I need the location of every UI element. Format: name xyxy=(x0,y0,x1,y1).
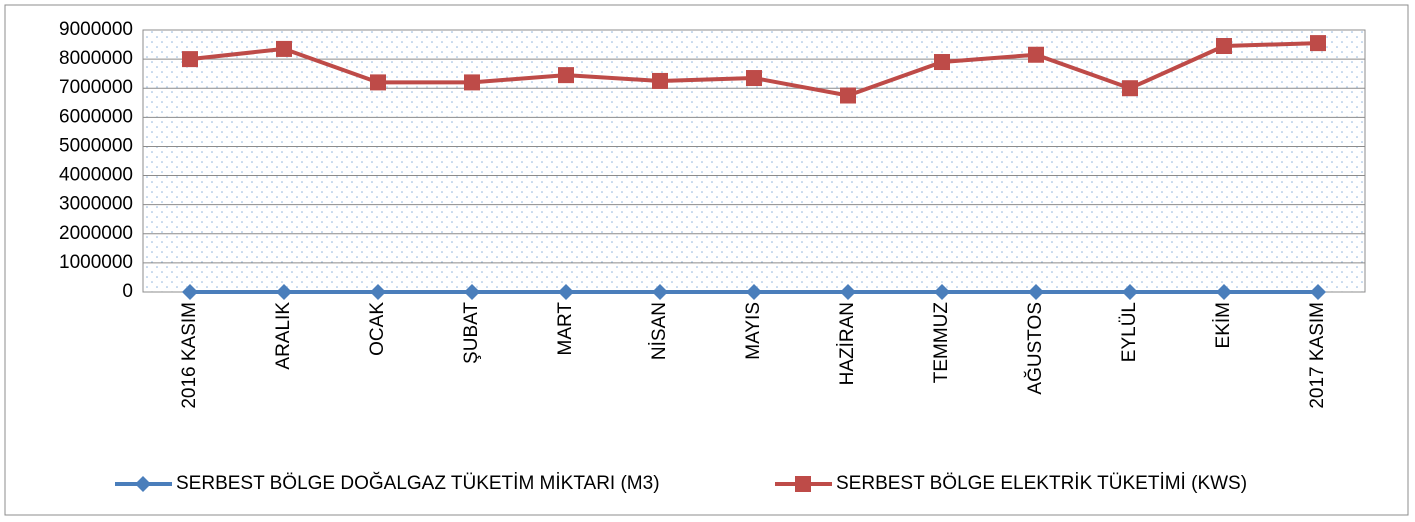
data-point xyxy=(652,284,668,300)
data-point xyxy=(934,54,950,71)
y-tick-label: 5000000 xyxy=(59,135,133,156)
data-point xyxy=(1028,284,1044,300)
legend-marker xyxy=(795,476,811,492)
data-point xyxy=(370,74,386,91)
y-tick-label: 8000000 xyxy=(59,48,133,69)
y-tick-label: 4000000 xyxy=(59,165,133,186)
data-point xyxy=(464,74,480,91)
x-tick-label: TEMMUZ xyxy=(931,302,952,384)
data-point xyxy=(1122,80,1138,97)
legend-label: SERBEST BÖLGE ELEKTRİK TÜKETİMİ (KWS) xyxy=(836,473,1247,494)
plot-area xyxy=(142,29,1366,293)
data-point xyxy=(1216,38,1232,55)
y-tick-label: 3000000 xyxy=(59,194,133,215)
data-point xyxy=(464,284,480,300)
data-point xyxy=(558,284,574,300)
y-tick-label: 9000000 xyxy=(59,19,133,40)
data-point xyxy=(182,51,198,68)
y-tick-label: 1000000 xyxy=(59,252,133,273)
x-tick-label: MAYIS xyxy=(743,302,764,360)
data-point xyxy=(1028,46,1044,63)
data-point xyxy=(1310,284,1326,300)
data-point xyxy=(370,284,386,300)
x-tick-label: EKİM xyxy=(1213,302,1234,348)
data-point xyxy=(840,284,856,300)
legend-marker xyxy=(135,476,151,492)
data-point xyxy=(746,70,762,87)
x-tick-label: 2017 KASIM xyxy=(1307,302,1328,409)
x-tick-label: EYLÜL xyxy=(1119,302,1140,362)
legend-label: SERBEST BÖLGE DOĞALGAZ TÜKETİM MİKTARI (… xyxy=(176,472,660,494)
data-point xyxy=(1216,284,1232,300)
data-point xyxy=(934,284,950,300)
y-tick-label: 2000000 xyxy=(59,223,133,244)
y-tick-label: 6000000 xyxy=(59,106,133,127)
data-point xyxy=(746,284,762,300)
x-tick-label: OCAK xyxy=(367,302,388,356)
x-tick-label: MART xyxy=(555,302,576,356)
data-point xyxy=(840,87,856,104)
data-point xyxy=(276,40,292,57)
data-point xyxy=(1122,284,1138,300)
data-point xyxy=(652,72,668,89)
data-point xyxy=(558,67,574,84)
data-point xyxy=(276,284,292,300)
x-tick-label: AĞUSTOS xyxy=(1024,302,1046,395)
x-tick-label: NİSAN xyxy=(649,302,670,360)
x-tick-label: HAZİRAN xyxy=(837,302,858,385)
x-tick-label: ŞUBAT xyxy=(461,302,482,364)
data-point xyxy=(182,284,198,300)
x-tick-label: 2016 KASIM xyxy=(179,302,200,409)
data-point xyxy=(1310,35,1326,52)
x-tick-label: ARALIK xyxy=(273,302,294,370)
y-tick-label: 7000000 xyxy=(59,77,133,98)
y-tick-label: 0 xyxy=(122,281,133,302)
